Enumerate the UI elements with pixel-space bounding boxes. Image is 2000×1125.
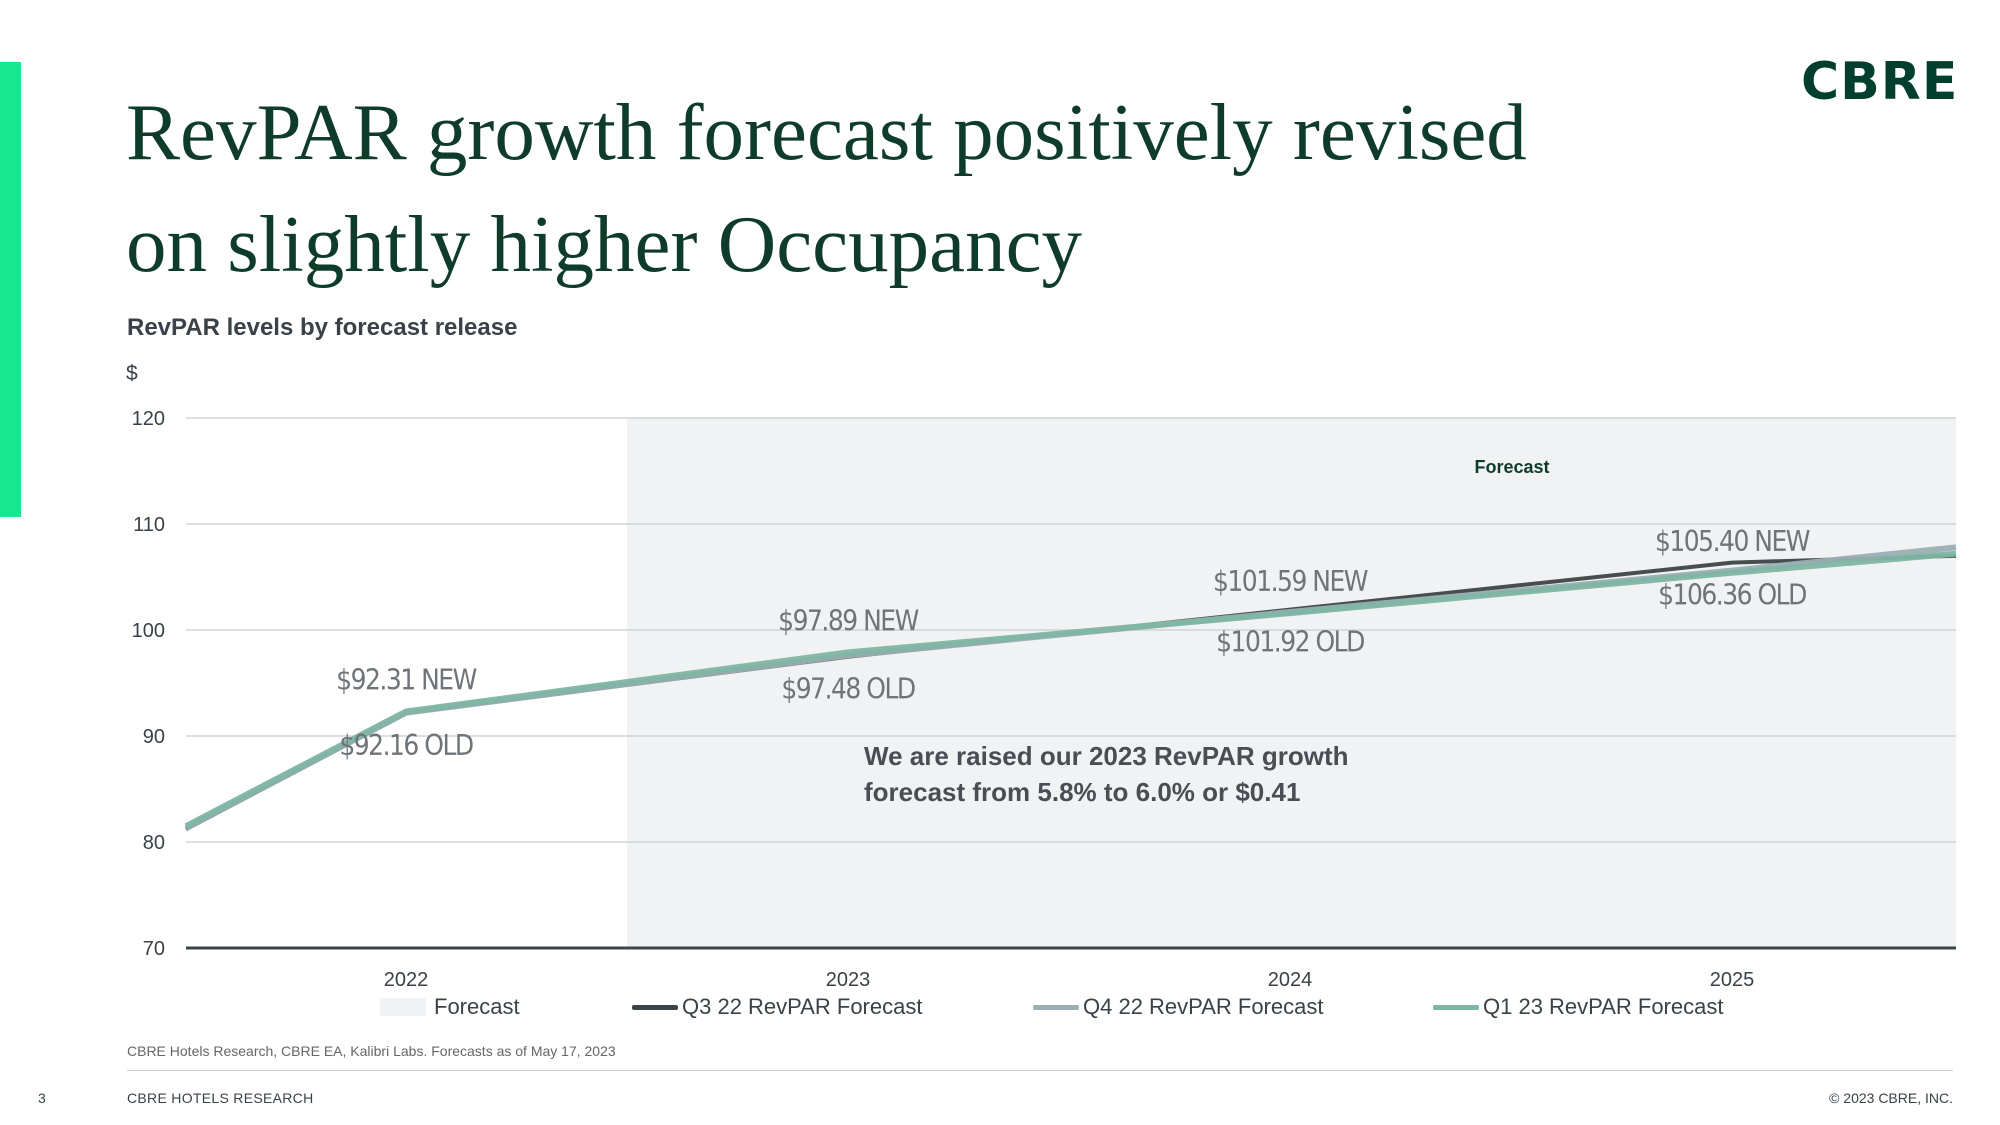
legend-item: Q3 22 RevPAR Forecast [632, 994, 922, 1020]
y-tick-label: 70 [143, 938, 165, 960]
legend-item: Q1 23 RevPAR Forecast [1433, 994, 1723, 1020]
callout-line-1: We are raised our 2023 RevPAR growth [864, 741, 1349, 771]
data-label: $106.36 OLD [1658, 579, 1806, 612]
legend-label: Q4 22 RevPAR Forecast [1083, 994, 1324, 1019]
x-tick-label: 2022 [384, 969, 429, 991]
footer-department: CBRE HOTELS RESEARCH [127, 1090, 314, 1106]
y-tick-label: 110 [133, 514, 165, 536]
legend-label: Forecast [434, 994, 520, 1019]
legend-box-swatch [380, 998, 426, 1016]
chart-subtitle: RevPAR levels by forecast release [127, 314, 518, 341]
data-label: $101.59 NEW [1213, 566, 1368, 599]
data-label: $92.16 OLD [339, 729, 473, 762]
accent-bar [0, 62, 21, 517]
callout-line-2: forecast from 5.8% to 6.0% or $0.41 [864, 777, 1301, 807]
legend-label: Q3 22 RevPAR Forecast [682, 994, 923, 1019]
data-label: $97.48 OLD [781, 673, 915, 706]
cbre-logo: CBRE [1801, 52, 1959, 112]
page-number: 3 [38, 1090, 46, 1106]
data-label: $101.92 OLD [1216, 626, 1364, 659]
footer-divider [127, 1070, 1953, 1071]
callout-text: We are raised our 2023 RevPAR growth for… [864, 738, 1349, 810]
series-line-q1-23-revpar-forecast [184, 550, 1957, 829]
legend-label: Q1 23 RevPAR Forecast [1483, 994, 1724, 1019]
legend-line-swatch [632, 1004, 678, 1010]
forecast-region-label: Forecast [1474, 457, 1549, 477]
y-tick-label: 90 [143, 726, 165, 748]
title-line-1: RevPAR growth forecast positively revise… [126, 87, 1527, 177]
legend-item: Forecast [380, 994, 520, 1020]
x-tick-label: 2025 [1710, 969, 1755, 991]
y-tick-label: 120 [132, 408, 165, 430]
y-tick-label: 100 [132, 620, 165, 642]
data-label: $105.40 NEW [1655, 525, 1810, 558]
source-note: CBRE Hotels Research, CBRE EA, Kalibri L… [127, 1043, 616, 1059]
forecast-shaded-region [627, 418, 1956, 948]
title-line-2: on slightly higher Occupancy [126, 199, 1083, 289]
legend-line-swatch [1033, 1004, 1079, 1010]
data-label: $97.89 NEW [778, 605, 919, 638]
chart-legend: Forecast Q3 22 RevPAR Forecast Q4 22 RevPA… [380, 994, 1780, 1024]
page-title: RevPAR growth forecast positively revise… [126, 76, 1726, 300]
y-axis-unit: $ [126, 362, 138, 385]
data-label: $92.31 NEW [336, 664, 477, 697]
y-tick-label: 80 [143, 832, 165, 854]
footer-copyright: © 2023 CBRE, INC. [1829, 1090, 1953, 1106]
x-tick-label: 2023 [826, 969, 871, 991]
legend-item: Q4 22 RevPAR Forecast [1033, 994, 1323, 1020]
x-tick-label: 2024 [1268, 969, 1313, 991]
legend-line-swatch [1433, 1004, 1479, 1010]
